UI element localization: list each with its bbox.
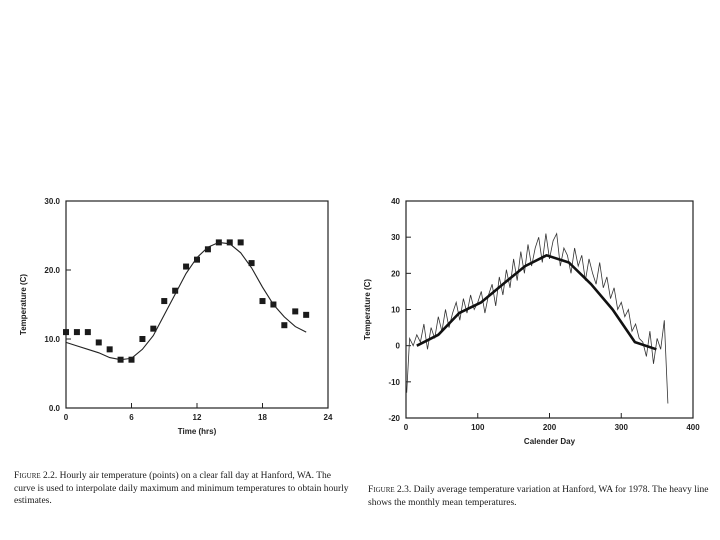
hourly-data-point — [150, 325, 157, 332]
hourly-data-point — [84, 329, 91, 336]
hourly-x-tick-label: 12 — [193, 413, 202, 422]
figure-2-2-label: Figure 2.2. — [14, 471, 58, 481]
figure-2-3-label: Figure 2.3. — [368, 485, 412, 495]
hourly-data-point — [194, 256, 200, 263]
hourly-data-point — [248, 260, 255, 267]
daily-y-tick-label: 30 — [391, 233, 400, 242]
daily-y-tick-label: 10 — [391, 306, 400, 315]
hourly-data-point — [95, 339, 102, 346]
daily-y-tick-label: -20 — [388, 414, 400, 423]
daily-x-tick-label: 200 — [543, 423, 557, 432]
daily-y-tick-label: 20 — [391, 269, 400, 278]
daily-y-tick-label: 40 — [391, 197, 400, 206]
hourly-y-tick-label: 30.0 — [44, 197, 60, 206]
daily-x-tick-label: 100 — [471, 423, 485, 432]
hourly-data-point — [292, 308, 299, 315]
hourly-data-point — [281, 322, 288, 329]
daily-temperature-svg: 0 100 200 300 400 -20 -10 0 10 20 30 40 Calender Day… — [363, 197, 700, 446]
hourly-data-point — [128, 356, 135, 363]
hourly-data-point — [226, 239, 233, 246]
figure-2-3-caption: Figure 2.3. Daily average temperature va… — [368, 484, 716, 509]
hourly-interpolation-curve — [65, 241, 307, 361]
hourly-data-point — [139, 336, 146, 342]
daily-daily-average-line — [406, 232, 669, 404]
hourly-data-point — [161, 298, 168, 305]
daily-temperature-chart: 0 100 200 300 400 -20 -10 0 10 20 30 40 Calender Day… — [360, 190, 715, 465]
figure-2-2-caption: Figure 2.2. Hourly air temperature (poin… — [14, 470, 350, 508]
figure-2-2-text: Hourly air temperature (points) on a cle… — [14, 471, 349, 506]
hourly-x-tick-label: 18 — [258, 413, 267, 422]
hourly-data-point — [303, 311, 310, 318]
hourly-data-point — [106, 346, 113, 353]
figure-2-3-text: Daily average temperature variation at H… — [368, 485, 709, 508]
hourly-data-point — [204, 246, 211, 253]
hourly-data-point — [172, 287, 179, 294]
hourly-data-point — [73, 329, 80, 336]
daily-x-tick-label: 400 — [686, 423, 700, 432]
daily-y-tick-label: -10 — [388, 378, 400, 387]
hourly-y-tick-label: 0.0 — [49, 404, 61, 413]
daily-x-tick-label: 300 — [615, 423, 629, 432]
daily-x-axis-label: Calender Day — [524, 437, 576, 446]
hourly-x-axis-label: Time (hrs) — [178, 427, 217, 436]
hourly-y-tick-label: 10.0 — [44, 335, 60, 344]
hourly-x-tick-label: 6 — [129, 413, 134, 422]
hourly-data-point — [63, 329, 69, 336]
daily-y-tick-label: 0 — [396, 342, 401, 351]
hourly-data-point — [237, 239, 244, 246]
daily-monthly-mean-line — [416, 254, 657, 351]
hourly-plot-frame — [65, 200, 329, 409]
hourly-temperature-chart: 0 6 12 18 24 0.0 10.0 20.0 30.0 Time (hrs) Tempera… — [10, 190, 350, 460]
hourly-data-point — [183, 263, 190, 270]
hourly-x-tick-label: 24 — [324, 413, 333, 422]
daily-x-tick-label: 0 — [404, 423, 409, 432]
hourly-y-tick-label: 20.0 — [44, 266, 60, 275]
hourly-y-axis-label: Temperature (C) — [19, 274, 28, 336]
hourly-temperature-svg: 0 6 12 18 24 0.0 10.0 20.0 30.0 Time (hrs) Tempera… — [19, 197, 333, 436]
daily-y-axis-label: Temperature (C) — [363, 279, 372, 341]
hourly-data-point — [259, 298, 266, 305]
daily-plot-frame — [405, 200, 694, 419]
hourly-x-tick-label: 0 — [64, 413, 69, 422]
